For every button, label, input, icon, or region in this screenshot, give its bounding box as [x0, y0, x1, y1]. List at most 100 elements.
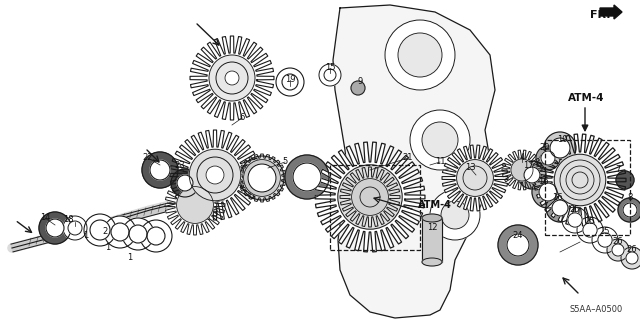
- Text: 19: 19: [285, 76, 295, 85]
- Polygon shape: [333, 5, 495, 318]
- Text: 16: 16: [538, 177, 548, 187]
- Circle shape: [140, 220, 172, 252]
- Polygon shape: [600, 5, 622, 19]
- Text: 22: 22: [143, 153, 153, 162]
- Text: 13: 13: [465, 164, 476, 173]
- Text: 4: 4: [520, 153, 525, 162]
- Text: 6: 6: [239, 114, 244, 122]
- Circle shape: [351, 179, 388, 215]
- Circle shape: [122, 218, 154, 250]
- Circle shape: [240, 156, 284, 200]
- Text: 16: 16: [552, 194, 563, 203]
- Circle shape: [498, 225, 538, 265]
- Circle shape: [546, 194, 574, 222]
- Circle shape: [422, 122, 458, 158]
- Circle shape: [206, 166, 224, 184]
- Ellipse shape: [422, 214, 442, 222]
- Circle shape: [225, 71, 239, 85]
- Text: 14: 14: [40, 213, 51, 222]
- Circle shape: [90, 220, 110, 240]
- Circle shape: [248, 164, 276, 192]
- Text: 10: 10: [557, 136, 567, 145]
- Circle shape: [612, 244, 624, 256]
- Polygon shape: [442, 145, 508, 211]
- Circle shape: [532, 176, 564, 208]
- Circle shape: [104, 216, 136, 248]
- Circle shape: [189, 149, 241, 201]
- Circle shape: [282, 74, 298, 90]
- Circle shape: [285, 155, 329, 199]
- Circle shape: [623, 203, 637, 217]
- Circle shape: [507, 234, 529, 256]
- Bar: [330, 165, 420, 250]
- Circle shape: [544, 132, 576, 164]
- Circle shape: [385, 20, 455, 90]
- Circle shape: [177, 175, 193, 191]
- Circle shape: [39, 212, 71, 244]
- Circle shape: [171, 169, 199, 197]
- Text: 5: 5: [282, 158, 287, 167]
- Text: 23: 23: [175, 160, 186, 169]
- Text: 25: 25: [600, 227, 611, 236]
- Text: 11: 11: [435, 158, 445, 167]
- Circle shape: [554, 154, 605, 206]
- Bar: [422, 218, 442, 262]
- Text: 21: 21: [403, 153, 413, 162]
- Text: S5AA–A0500: S5AA–A0500: [570, 305, 623, 314]
- Circle shape: [626, 252, 638, 264]
- Circle shape: [511, 159, 533, 181]
- Circle shape: [319, 64, 341, 86]
- Circle shape: [524, 167, 540, 183]
- Text: 15: 15: [324, 63, 335, 72]
- Text: 26: 26: [612, 238, 623, 247]
- Circle shape: [398, 33, 442, 77]
- Circle shape: [577, 217, 603, 243]
- Text: 2: 2: [102, 227, 108, 236]
- Text: 12: 12: [427, 224, 437, 233]
- Polygon shape: [170, 130, 260, 220]
- Text: 25: 25: [570, 205, 580, 214]
- Circle shape: [63, 216, 87, 240]
- Text: 17: 17: [523, 160, 533, 169]
- Circle shape: [324, 69, 336, 81]
- Circle shape: [536, 146, 560, 170]
- Circle shape: [541, 151, 555, 165]
- Circle shape: [607, 239, 629, 261]
- Circle shape: [142, 152, 178, 188]
- Text: 20: 20: [540, 144, 550, 152]
- Circle shape: [518, 161, 546, 189]
- Circle shape: [244, 160, 280, 197]
- Circle shape: [197, 157, 233, 193]
- Text: 7: 7: [615, 166, 621, 174]
- Circle shape: [216, 62, 248, 94]
- Text: 25: 25: [585, 218, 595, 226]
- Polygon shape: [190, 36, 274, 120]
- Circle shape: [293, 163, 321, 191]
- Polygon shape: [238, 154, 286, 202]
- Text: 1: 1: [83, 231, 88, 240]
- Circle shape: [129, 225, 147, 243]
- Polygon shape: [502, 150, 542, 190]
- Circle shape: [276, 68, 304, 96]
- Circle shape: [430, 190, 480, 240]
- Text: 3: 3: [212, 209, 218, 218]
- Circle shape: [592, 227, 618, 253]
- Circle shape: [111, 223, 129, 241]
- Circle shape: [583, 223, 597, 237]
- Circle shape: [621, 247, 640, 269]
- Circle shape: [177, 187, 213, 223]
- Text: 24: 24: [513, 232, 524, 241]
- Text: 1: 1: [127, 254, 132, 263]
- Circle shape: [456, 160, 493, 197]
- Circle shape: [209, 55, 255, 101]
- Circle shape: [539, 183, 557, 201]
- Text: 18: 18: [63, 216, 74, 225]
- Circle shape: [441, 201, 469, 229]
- Text: 26: 26: [627, 246, 637, 255]
- Circle shape: [616, 171, 634, 189]
- Polygon shape: [165, 175, 225, 235]
- Text: 8: 8: [627, 194, 633, 203]
- Text: ATM-4: ATM-4: [418, 200, 452, 210]
- Circle shape: [550, 138, 570, 158]
- Circle shape: [351, 81, 365, 95]
